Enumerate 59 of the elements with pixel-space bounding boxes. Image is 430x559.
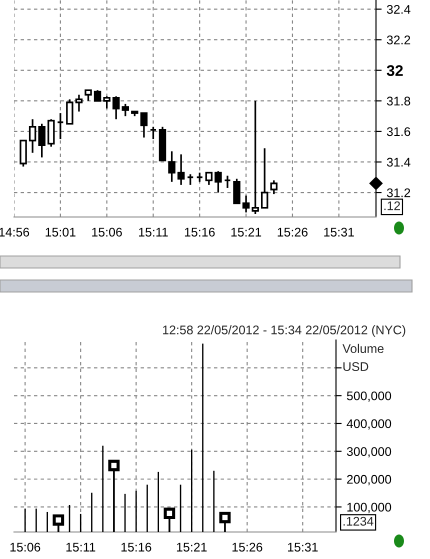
y-tick-label: 200,000 bbox=[347, 474, 392, 486]
x-tick-label: 15:06 bbox=[10, 542, 40, 552]
candlestick bbox=[150, 126, 157, 140]
candlestick bbox=[84, 89, 92, 102]
y-tick-label: 100,000 bbox=[347, 502, 392, 514]
candlestick bbox=[66, 98, 74, 125]
candlestick bbox=[186, 173, 194, 186]
x-tick-label: 15:21 bbox=[231, 228, 262, 237]
candlestick bbox=[242, 194, 250, 214]
point bbox=[108, 460, 120, 472]
y-tick-label: 31.4 bbox=[386, 158, 410, 167]
y-tick-label: 32.4 bbox=[386, 4, 410, 14]
candlestick bbox=[177, 154, 185, 186]
x-tick-label: 15:06 bbox=[92, 228, 122, 237]
candlestick bbox=[214, 170, 222, 194]
text: 12:58 22/05/2012 - 15:34 22/05/2012 (NYC) bbox=[163, 325, 406, 337]
candlestick bbox=[38, 122, 46, 158]
candlestick bbox=[48, 118, 55, 148]
candlestick bbox=[205, 172, 213, 186]
candlestick bbox=[28, 118, 36, 154]
x-tick-label: 15:26 bbox=[232, 542, 262, 552]
point bbox=[52, 514, 64, 526]
y-tick-label: 31.2 bbox=[386, 188, 410, 198]
x-tick-label: 15:16 bbox=[184, 228, 215, 237]
candlestick bbox=[112, 95, 120, 120]
candlestick bbox=[270, 179, 278, 195]
candlestick bbox=[233, 178, 240, 204]
text: .12 bbox=[384, 201, 400, 210]
y-tick-label: 31.6 bbox=[386, 127, 410, 136]
y-tick-label: 31.8 bbox=[386, 96, 410, 106]
candlestick bbox=[252, 100, 259, 215]
x-tick-label: 15:16 bbox=[121, 542, 152, 552]
point bbox=[164, 508, 176, 520]
y-tick-label: 500,000 bbox=[346, 391, 392, 402]
y-axis-title: Volume USD bbox=[342, 344, 384, 372]
candlestick bbox=[260, 147, 268, 209]
x-tick-label: 15:26 bbox=[278, 228, 308, 237]
candlestick bbox=[168, 150, 176, 183]
x-tick-label: 15:11 bbox=[66, 542, 96, 552]
x-tick-label: 15:31 bbox=[288, 542, 318, 552]
x-tick-label: 15:21 bbox=[176, 542, 207, 552]
candlestick bbox=[140, 112, 148, 138]
candlestick bbox=[224, 174, 232, 189]
candlestick bbox=[20, 140, 27, 168]
candlestick bbox=[56, 112, 64, 140]
x-tick-label: 15:31 bbox=[324, 228, 354, 237]
point bbox=[219, 512, 231, 524]
x-tick-label: 15:01 bbox=[46, 228, 76, 237]
candlestick bbox=[75, 94, 83, 112]
y-tick-label: 300,000 bbox=[346, 447, 392, 458]
x-tick-label: 15:11 bbox=[139, 228, 168, 237]
candlestick bbox=[103, 95, 110, 110]
candlestick bbox=[122, 103, 130, 117]
text: .1234 bbox=[344, 516, 374, 526]
y-tick-label: 32.2 bbox=[386, 36, 410, 44]
y-tick-label: 400,000 bbox=[346, 419, 392, 430]
candlestick bbox=[94, 89, 102, 102]
y-tick-label: 32 bbox=[386, 65, 403, 76]
candlestick bbox=[196, 172, 204, 183]
